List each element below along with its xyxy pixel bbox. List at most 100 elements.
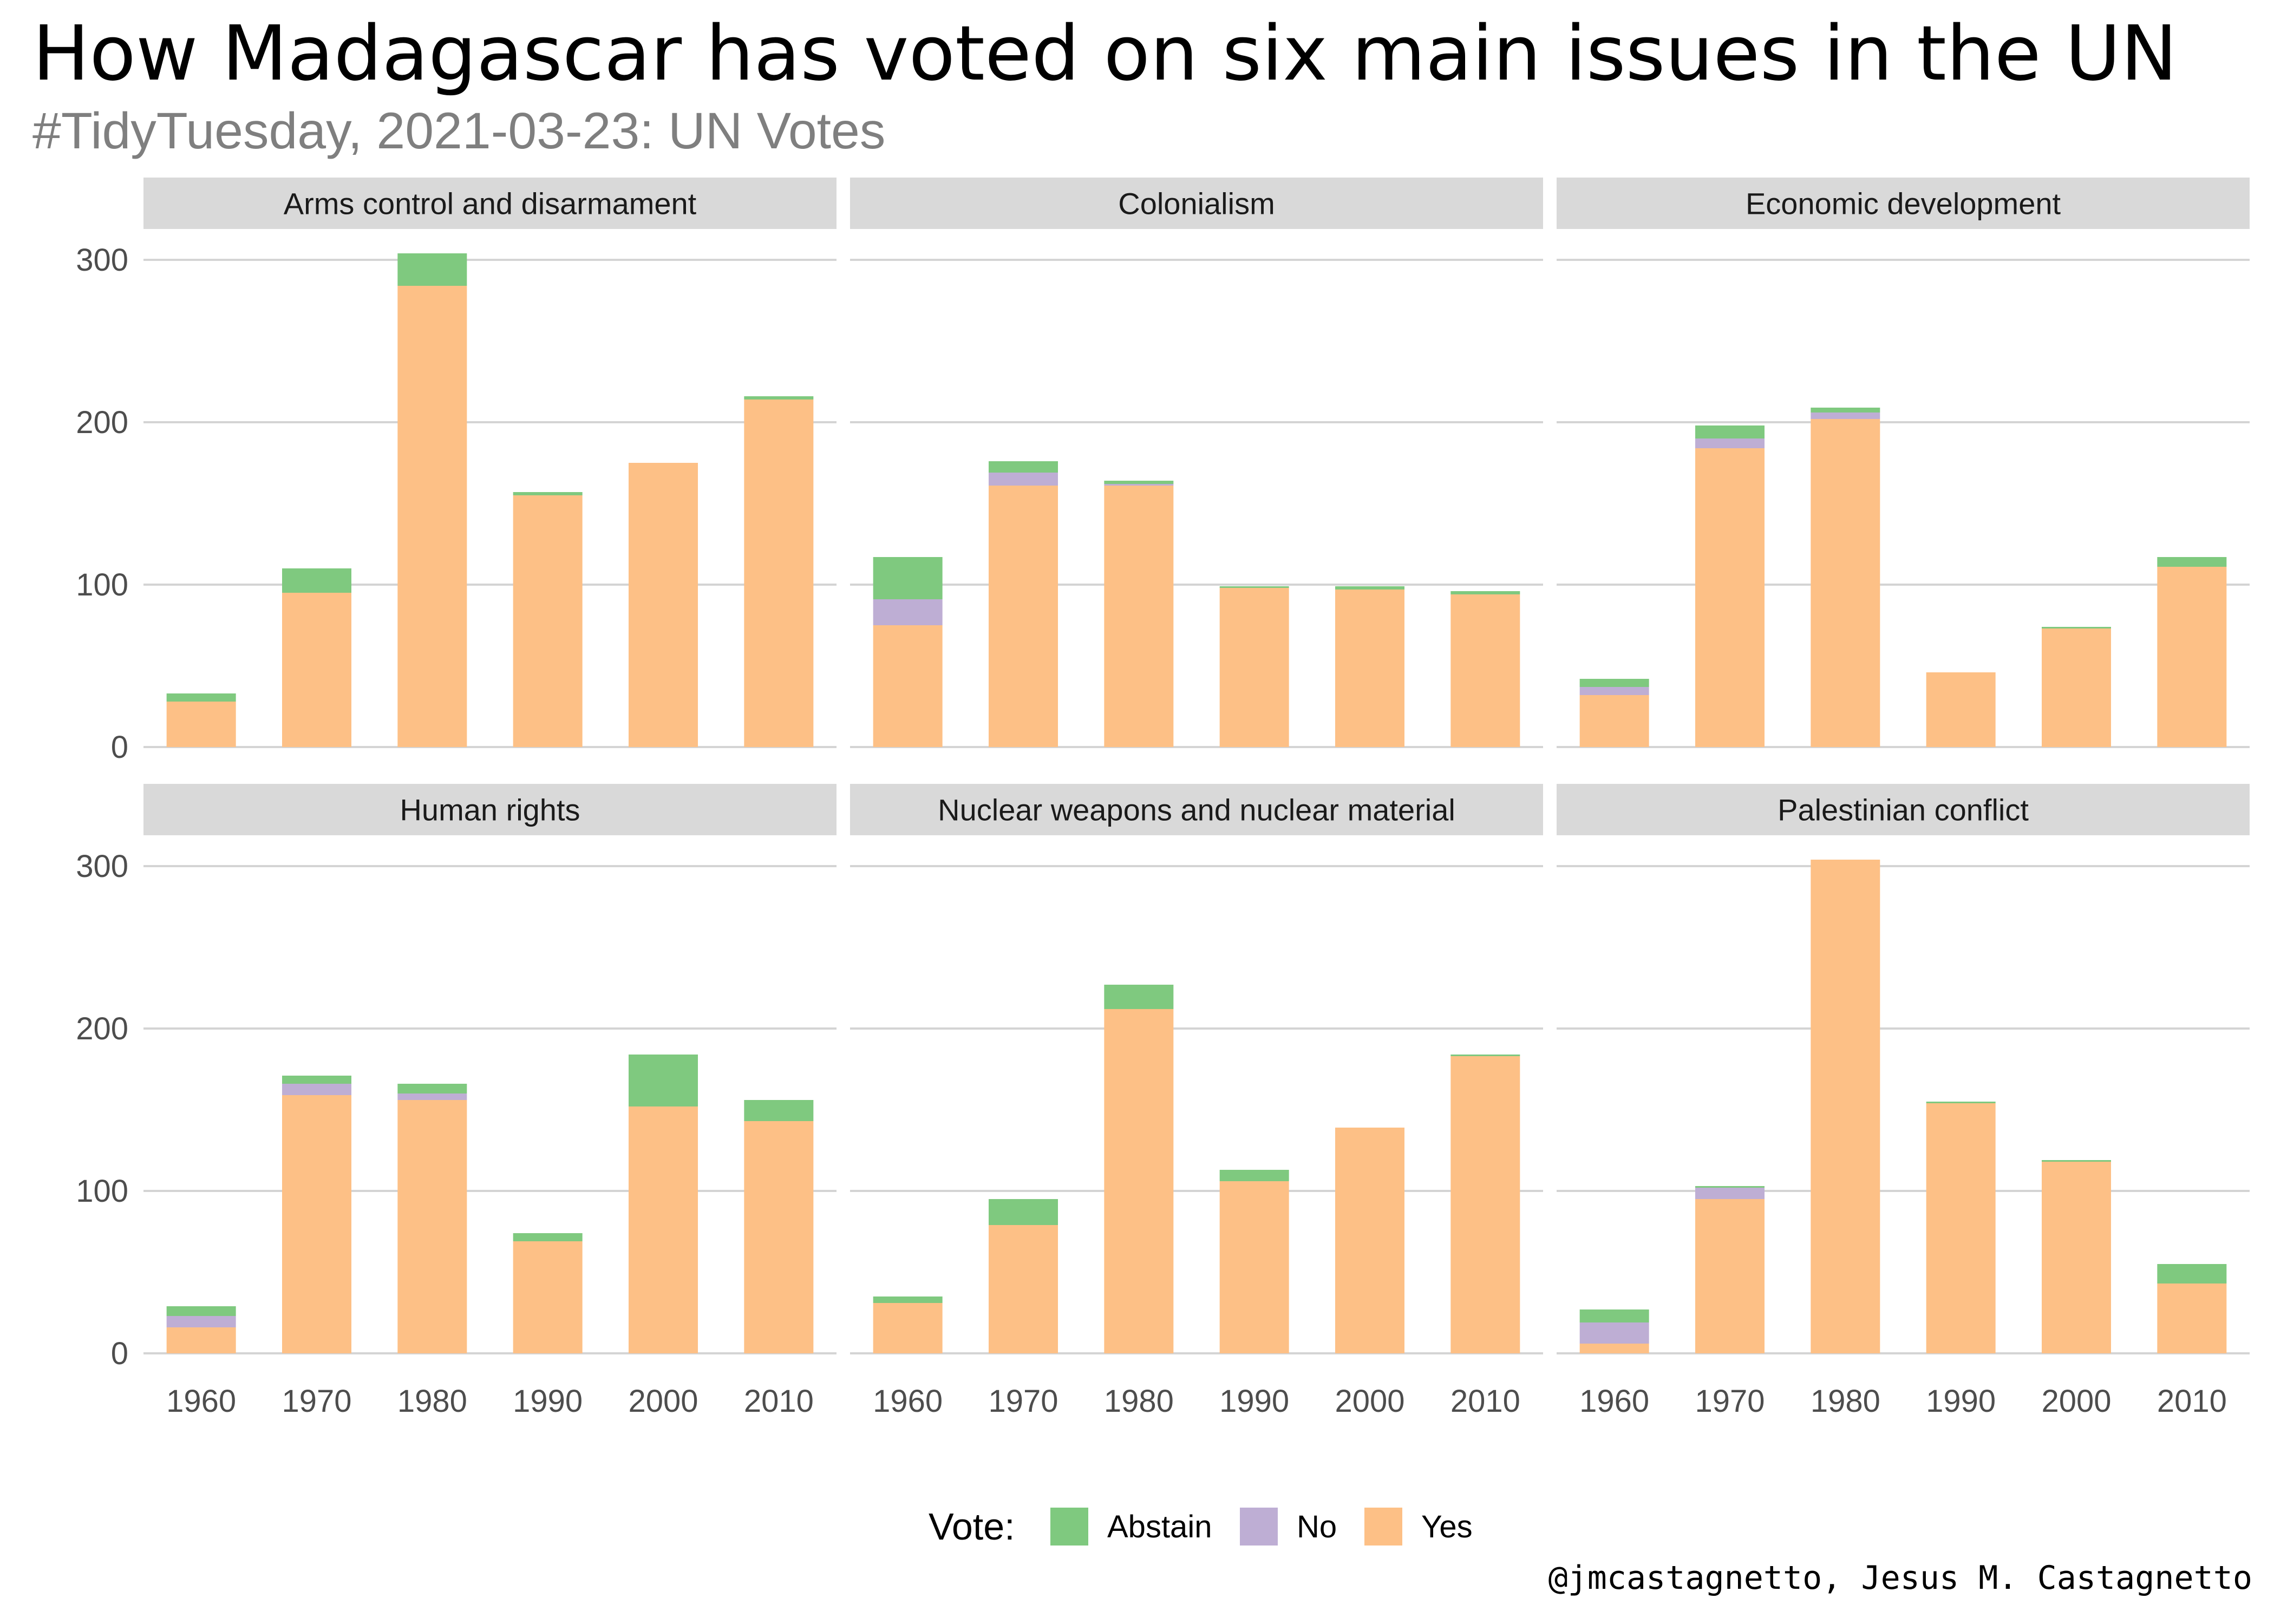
- bar-yes-1960: [166, 702, 236, 747]
- legend-label-no: No: [1297, 1509, 1337, 1544]
- bar-yes-2000: [629, 1106, 698, 1353]
- bar-abstain-1990: [513, 492, 583, 495]
- facet-label-colonialism: Colonialism: [1118, 187, 1275, 221]
- bar-yes-2010: [744, 400, 814, 747]
- x-tick-label: 2000: [2041, 1384, 2111, 1419]
- bar-abstain-1990: [1926, 1102, 1996, 1103]
- bar-abstain-1970: [989, 1199, 1058, 1225]
- bar-yes-2000: [1335, 590, 1404, 747]
- bar-yes-2010: [744, 1121, 814, 1353]
- bar-abstain-1960: [166, 693, 236, 702]
- bar-no-1970: [1695, 1188, 1765, 1199]
- x-tick-label: 1990: [1219, 1384, 1289, 1419]
- facet-strip: [1557, 178, 2250, 229]
- x-tick-label: 1970: [282, 1384, 351, 1419]
- facet-label-palestinian-conflict: Palestinian conflict: [1778, 793, 2029, 827]
- facet-label-human-rights: Human rights: [400, 793, 580, 827]
- bar-no-1980: [1811, 412, 1880, 419]
- x-tick-label: 1980: [1104, 1384, 1174, 1419]
- bar-yes-2000: [1335, 1128, 1404, 1353]
- bar-abstain-1960: [873, 557, 943, 599]
- bar-abstain-1980: [1811, 408, 1880, 412]
- bar-abstain-1980: [1104, 481, 1174, 484]
- legend-swatch-no: [1240, 1508, 1278, 1546]
- x-tick-label: 2000: [1335, 1384, 1404, 1419]
- bar-yes-2000: [2042, 628, 2111, 747]
- bar-no-1960: [873, 599, 943, 625]
- bar-yes-1980: [1104, 1009, 1174, 1353]
- bar-no-1960: [1579, 687, 1649, 695]
- facet-label-arms-control-and-disarmament: Arms control and disarmament: [284, 187, 697, 221]
- x-tick-label: 2010: [744, 1384, 814, 1419]
- y-tick-label: 200: [76, 405, 128, 440]
- x-tick-label: 1980: [397, 1384, 467, 1419]
- bar-no-1980: [397, 1093, 467, 1100]
- facet-label-nuclear-weapons-and-nuclear-material: Nuclear weapons and nuclear material: [938, 793, 1455, 827]
- legend-title: Vote:: [929, 1505, 1015, 1548]
- facet-strip: [850, 784, 1543, 835]
- bar-abstain-2000: [629, 1055, 698, 1106]
- bar-yes-1960: [1579, 1344, 1649, 1353]
- bar-abstain-2010: [2157, 557, 2227, 567]
- legend-swatch-yes: [1364, 1508, 1402, 1546]
- bar-abstain-1990: [1219, 586, 1289, 588]
- bar-yes-1970: [282, 1095, 351, 1353]
- x-tick-label: 1980: [1811, 1384, 1880, 1419]
- bar-abstain-2010: [1450, 591, 1520, 594]
- bar-abstain-1990: [1219, 1170, 1289, 1181]
- bar-abstain-1980: [397, 1084, 467, 1093]
- bar-yes-1960: [166, 1327, 236, 1353]
- x-tick-label: 2010: [2157, 1384, 2227, 1419]
- bar-yes-1990: [1926, 1103, 1996, 1353]
- bar-yes-1980: [1811, 419, 1880, 747]
- chart-title: How Madagascar has voted on six main iss…: [32, 10, 2178, 98]
- bar-yes-1970: [282, 593, 351, 747]
- x-tick-label: 1960: [1579, 1384, 1649, 1419]
- facet-strip: [143, 178, 837, 229]
- bar-abstain-1960: [1579, 1309, 1649, 1322]
- bar-abstain-1960: [1579, 679, 1649, 687]
- x-tick-label: 1960: [166, 1384, 236, 1419]
- bar-yes-1980: [397, 1100, 467, 1353]
- legend-label-abstain: Abstain: [1107, 1509, 1212, 1544]
- bar-abstain-1970: [282, 568, 351, 593]
- bar-no-1960: [1579, 1322, 1649, 1344]
- x-tick-label: 1990: [513, 1384, 583, 1419]
- bar-abstain-2000: [2042, 1160, 2111, 1162]
- bar-yes-1980: [1811, 860, 1880, 1353]
- x-tick-label: 2000: [628, 1384, 698, 1419]
- bar-yes-1960: [873, 1303, 943, 1353]
- bar-no-1970: [282, 1084, 351, 1095]
- y-tick-label: 300: [76, 849, 128, 884]
- x-tick-label: 1990: [1926, 1384, 1996, 1419]
- bar-yes-2000: [2042, 1162, 2111, 1353]
- bar-no-1980: [1104, 484, 1174, 486]
- facet-strip: [850, 178, 1543, 229]
- bar-yes-1970: [989, 1225, 1058, 1353]
- y-tick-label: 100: [76, 1174, 128, 1209]
- bar-abstain-1960: [873, 1296, 943, 1303]
- bar-yes-1990: [1219, 1181, 1289, 1353]
- bar-yes-2010: [2157, 1284, 2227, 1353]
- facet-strip: [143, 784, 837, 835]
- bar-abstain-2000: [2042, 627, 2111, 628]
- bar-abstain-1970: [1695, 425, 1765, 438]
- legend-swatch-abstain: [1050, 1508, 1088, 1546]
- bar-no-1960: [166, 1316, 236, 1327]
- bar-abstain-2010: [1450, 1055, 1520, 1056]
- x-tick-label: 2010: [1450, 1384, 1520, 1419]
- bar-yes-1970: [1695, 448, 1765, 747]
- legend-label-yes: Yes: [1421, 1509, 1473, 1544]
- bar-yes-2010: [1450, 1056, 1520, 1353]
- bar-yes-1990: [1219, 588, 1289, 747]
- y-tick-label: 0: [111, 1336, 128, 1371]
- bar-abstain-1970: [282, 1076, 351, 1084]
- bar-yes-2010: [2157, 567, 2227, 747]
- bar-abstain-1980: [1104, 985, 1174, 1009]
- bar-abstain-1970: [989, 461, 1058, 473]
- y-tick-label: 0: [111, 730, 128, 765]
- bar-yes-1990: [513, 1241, 583, 1353]
- facet-label-economic-development: Economic development: [1746, 187, 2061, 221]
- chart-subtitle: #TidyTuesday, 2021-03-23: UN Votes: [32, 102, 886, 160]
